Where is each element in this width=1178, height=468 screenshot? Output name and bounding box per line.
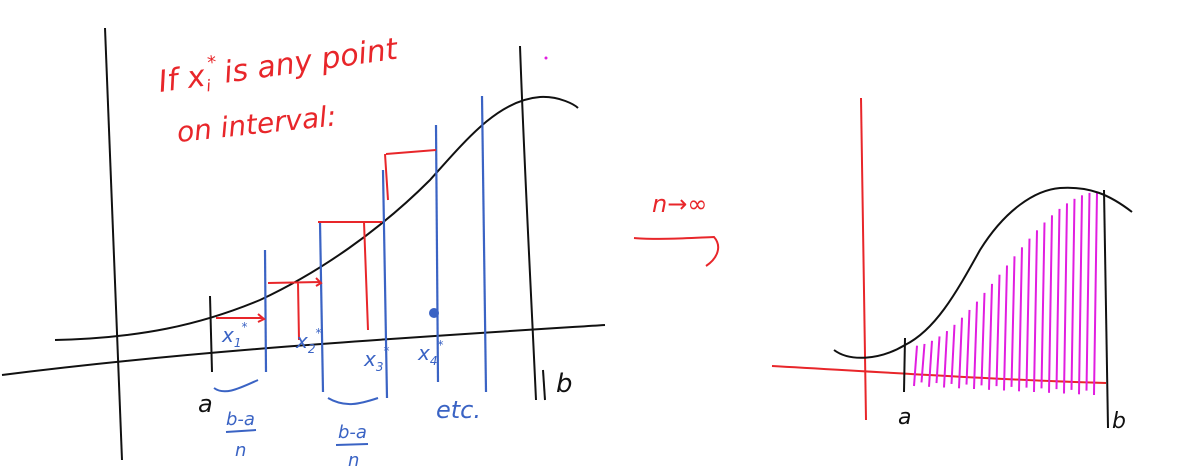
partition-line-5: [480, 95, 488, 393]
hatch-stroke: [920, 343, 926, 383]
rectangle-2: [267, 277, 323, 341]
limit-label: n→∞: [652, 190, 707, 218]
width-brace-1: [213, 379, 259, 393]
partition-lines: [263, 95, 488, 399]
hatch-stroke: [1040, 222, 1046, 389]
hatch-stroke: [1033, 230, 1038, 393]
hatch-stroke: [943, 331, 948, 388]
sample-labels: x1* x2* x3* x4*: [221, 320, 443, 374]
stray-dot: [544, 56, 548, 60]
partition-line-3: [381, 169, 389, 399]
limit-arrow: n→∞: [633, 190, 720, 267]
left-y-axis: [104, 27, 123, 461]
hatch-stroke: [1010, 256, 1016, 387]
right-y-axis: [860, 97, 867, 421]
hatch-stroke: [1063, 203, 1068, 394]
left-b-tick: [542, 369, 546, 401]
sample-label-2: x2*: [295, 326, 321, 356]
hatch-stroke: [988, 283, 993, 390]
etc-label: etc.: [436, 396, 481, 424]
hatch-stroke: [1085, 192, 1091, 391]
sample-label-1: x1*: [221, 320, 247, 350]
rectangle-3: [318, 221, 382, 331]
partition-line-1: [263, 249, 268, 373]
right-b-line: [1103, 189, 1109, 429]
width-labels: [213, 379, 379, 446]
hatch-stroke: [1025, 238, 1031, 388]
red-note: If xi* is any point on interval:: [156, 27, 402, 149]
width-label-1-num: b-a: [226, 409, 255, 430]
left-function-curve: [54, 95, 579, 341]
left-x-axis: [1, 324, 606, 376]
riemann-rectangles: [216, 149, 437, 341]
hatch-stroke: [935, 336, 941, 384]
area-hatching: [913, 191, 1098, 396]
right-label-b: b: [1112, 409, 1126, 434]
rectangle-1: [216, 313, 266, 323]
sample-label-3: x3*: [363, 344, 389, 374]
hatch-stroke: [1078, 195, 1083, 395]
hatch-stroke: [1003, 265, 1008, 391]
hatch-stroke: [965, 309, 971, 385]
sample-label-4: x4*: [417, 338, 443, 368]
hatch-stroke: [913, 345, 918, 387]
width-label-1-den: n: [235, 440, 246, 461]
left-label-a: a: [198, 390, 213, 418]
width-brace-2: [327, 397, 379, 405]
hatch-stroke: [973, 301, 978, 390]
width-label-2-den: n: [348, 450, 359, 468]
hatch-stroke: [1070, 198, 1076, 390]
partition-line-4: [434, 124, 440, 383]
right-label-a: a: [898, 405, 911, 430]
arrow-shaft: [633, 235, 720, 267]
rectangle-4: [384, 149, 437, 201]
hatch-stroke: [1055, 208, 1061, 390]
sample-point-dot: [429, 308, 439, 318]
width-label-2-num: b-a: [338, 422, 367, 443]
hatch-stroke: [995, 274, 1001, 387]
left-label-b: b: [556, 369, 573, 399]
note-line-2: on interval:: [175, 99, 338, 149]
width-fraction-bar-1: [225, 429, 257, 433]
hatch-stroke: [1093, 191, 1098, 396]
right-a-tick: [903, 337, 906, 393]
right-function-curve: [833, 186, 1133, 359]
width-fraction-bar-2: [335, 443, 369, 446]
hatch-stroke: [980, 292, 986, 386]
partition-line-2: [318, 221, 325, 393]
hatch-stroke: [1048, 215, 1053, 393]
hatch-stroke: [1018, 247, 1023, 392]
note-line-1: If xi* is any point: [156, 27, 402, 102]
left-b-line: [519, 45, 537, 401]
right-panel: a b: [771, 97, 1133, 434]
left-panel: If xi* is any point on interval: x1* x2* …: [1, 27, 606, 468]
left-a-tick: [209, 295, 213, 373]
hatch-stroke: [928, 340, 933, 387]
hatch-stroke: [950, 324, 956, 384]
hatch-stroke: [958, 317, 963, 389]
